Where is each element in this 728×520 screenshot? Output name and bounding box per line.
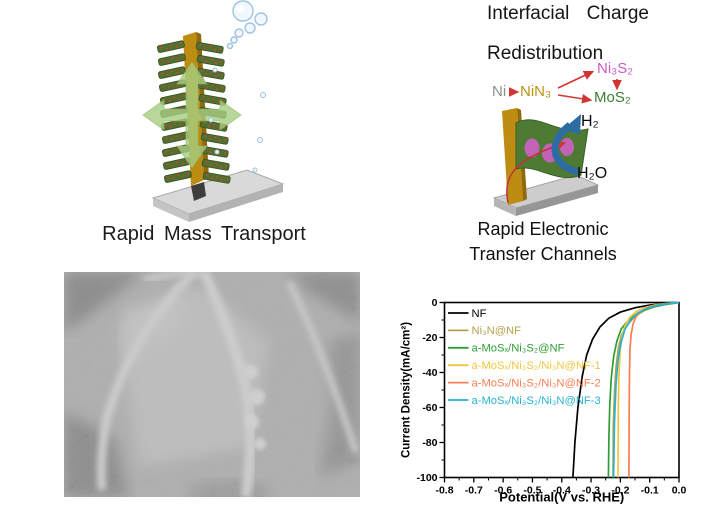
caption-electronic-line1: Rapid Electronic	[477, 219, 609, 239]
mass-transport-cross-arrow-icon	[142, 61, 242, 169]
legend-label: a-MoSₓ/Ni₃S₂/Ni₃N@NF-3	[472, 395, 601, 407]
x-tick-label: -0.5	[523, 485, 541, 497]
x-tick-label: -0.8	[435, 485, 453, 497]
curve-a-MoSₓ/Ni₃S₂/Ni₃N@NF-2	[628, 301, 680, 478]
x-tick-label: -0.4	[553, 485, 571, 497]
species-ni: Ni	[492, 83, 507, 100]
species-ni3s2: Ni₃S₂	[597, 60, 634, 77]
x-tick-label: -0.1	[641, 485, 659, 497]
mass-transport-illustration	[142, 0, 285, 222]
arrow-nin3-to-mos2	[557, 94, 593, 104]
species-mos2: MoS₂	[594, 89, 631, 106]
h2-label: H₂	[581, 113, 599, 130]
legend-label: a-MoSₓ/Ni₃S₂/Ni₃N@NF-2	[472, 377, 601, 389]
curve-a-MoSₓ/Ni₃S₂/Ni₃N@NF-3	[612, 301, 680, 478]
support-post	[191, 182, 206, 201]
arrow-nin3-to-ni3s2	[557, 70, 595, 89]
legend-label: a-MoSₓ/Ni₃S₂/Ni₃N@NF-1	[472, 360, 601, 372]
species-nin3: NiN₃	[520, 83, 552, 100]
bubbles-icon	[208, 0, 268, 173]
x-tick-label: -0.7	[465, 485, 483, 497]
x-tick-label: 0.0	[672, 485, 687, 497]
legend-label: Ni₃N@NF	[472, 325, 522, 337]
h2o-label: H₂O	[577, 165, 608, 182]
lsv-polarization-chart: -0.8 -0.7 -0.6 -0.5 -0.4 -0.3 -0.2 -0.1 0.0 0 -20 -…	[401, 297, 687, 505]
sem-micrograph	[64, 272, 360, 497]
x-tick-label: -0.3	[582, 485, 600, 497]
y-tick-label: 0	[432, 297, 438, 309]
x-tick-label: -0.2	[611, 485, 629, 497]
legend-label: a-MoSₓ/Ni₃S₂@NF	[472, 343, 565, 355]
chem-reaction-arrows	[509, 70, 622, 104]
y-tick-label: -100	[416, 472, 437, 484]
electron-path-arrow	[506, 141, 567, 204]
reaction-cycle-arrow-icon	[551, 114, 581, 176]
title-interfacial-charge: Interfacial Charge	[487, 3, 649, 24]
title-redistribution: Redistribution	[487, 43, 604, 64]
curve-a-MoSₓ/Ni₃S₂/Ni₃N@NF-1	[617, 301, 680, 478]
curve-NF	[572, 301, 680, 478]
x-tick-label: -0.6	[494, 485, 512, 497]
caption-mass-transport: Rapid Mass Transport	[102, 223, 306, 245]
x-axis-label: Potential(V vs. RHE)	[499, 490, 624, 505]
caption-electronic-line2: Transfer Channels	[469, 244, 617, 264]
substrate-slab	[151, 169, 285, 222]
electron-transfer-illustration	[492, 108, 600, 216]
curve-Ni₃N@NF	[612, 301, 680, 478]
y-tick-label: -80	[422, 437, 437, 449]
legend-label: NF	[472, 308, 487, 320]
y-tick-label: -60	[422, 402, 437, 414]
y-tick-label: -40	[422, 367, 437, 379]
y-tick-label: -20	[422, 332, 437, 344]
caption-electronic-transfer: Rapid Electronic Transfer Channels	[448, 217, 638, 267]
y-axis-label: Current Density(mA/cm²)	[401, 322, 413, 458]
